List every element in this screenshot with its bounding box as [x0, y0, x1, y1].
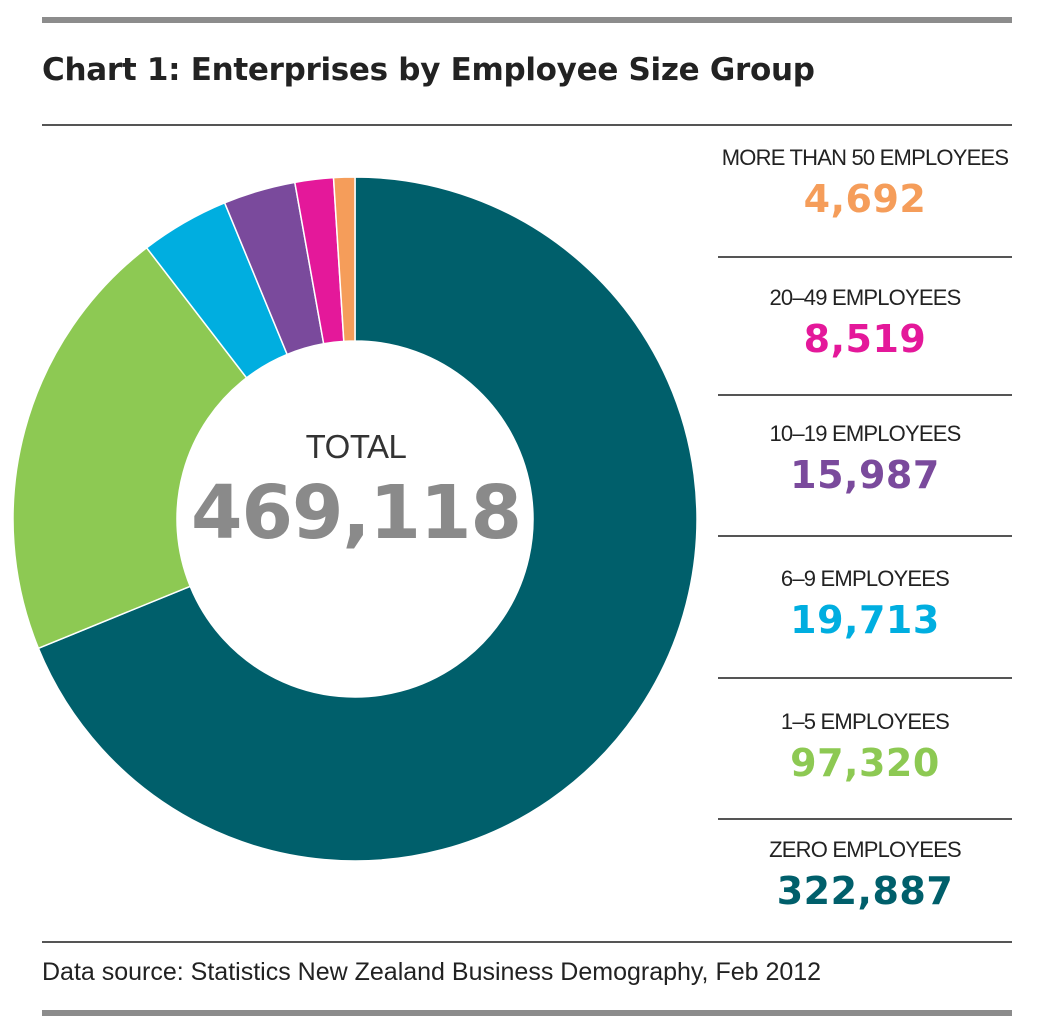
- legend-label: 10–19 EMPLOYEES: [769, 421, 961, 446]
- donut-chart: TOTAL 469,118: [0, 130, 710, 930]
- legend-divider: [718, 394, 1012, 396]
- legend-label: 20–49 EMPLOYEES: [769, 285, 961, 310]
- legend-value: 8,519: [803, 317, 927, 361]
- legend-value: 19,713: [790, 598, 940, 642]
- legend-item-more-than-50: MORE THAN 50 EMPLOYEES 4,692: [718, 145, 1012, 221]
- chart-title: Chart 1: Enterprises by Employee Size Gr…: [42, 52, 815, 88]
- legend-label: ZERO EMPLOYEES: [769, 837, 962, 862]
- legend-label: 1–5 EMPLOYEES: [780, 709, 950, 734]
- legend-label: 6–9 EMPLOYEES: [780, 566, 950, 591]
- bottom-border: [42, 1010, 1012, 1016]
- donut-slice-more-than-50-employees: [332, 176, 356, 343]
- legend-value: 15,987: [790, 453, 940, 497]
- legend-item-zero: ZERO EMPLOYEES 322,887: [718, 837, 1012, 913]
- top-border: [42, 17, 1012, 23]
- total-label: TOTAL: [305, 428, 407, 465]
- legend-divider: [718, 677, 1012, 679]
- legend-divider: [718, 256, 1012, 258]
- title-divider: [42, 124, 1012, 126]
- legend-value: 97,320: [790, 741, 940, 785]
- legend-value: 322,887: [776, 869, 954, 913]
- donut-svg: [12, 176, 698, 862]
- legend-divider: [718, 818, 1012, 820]
- legend-value: 4,692: [803, 177, 927, 221]
- legend-label: MORE THAN 50 EMPLOYEES: [721, 145, 1009, 170]
- legend-divider: [718, 535, 1012, 537]
- legend-item-6-9: 6–9 EMPLOYEES 19,713: [718, 566, 1012, 642]
- total-value: 469,118: [190, 470, 522, 556]
- source-divider: [42, 941, 1012, 943]
- donut-slice-zero-employees: [37, 176, 698, 862]
- data-source: Data source: Statistics New Zealand Busi…: [42, 958, 822, 986]
- legend-item-1-5: 1–5 EMPLOYEES 97,320: [718, 709, 1012, 785]
- donut-slice-1-5-employees: [12, 246, 248, 650]
- legend-item-10-19: 10–19 EMPLOYEES 15,987: [718, 421, 1012, 497]
- legend-item-20-49: 20–49 EMPLOYEES 8,519: [718, 285, 1012, 361]
